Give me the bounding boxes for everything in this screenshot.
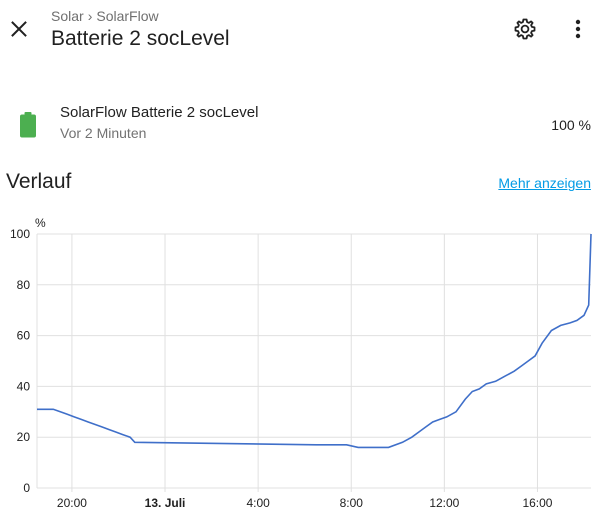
y-tick-label: 60 [17, 329, 31, 343]
series-line [37, 233, 592, 449]
dialog-header: Solar › SolarFlow Batterie 2 socLevel [0, 0, 601, 60]
breadcrumb-separator: › [87, 8, 93, 24]
y-tick-label: 80 [17, 278, 31, 292]
history-title: Verlauf [6, 170, 72, 193]
y-tick-label: 40 [17, 379, 31, 393]
settings-button[interactable] [512, 16, 538, 42]
x-tick-label: 12:00 [429, 496, 459, 510]
x-tick-label: 20:00 [57, 496, 87, 510]
x-axis: 20:00 13. Juli 4:00 8:00 12:00 16:00 [57, 496, 553, 510]
y-tick-label: 100 [10, 227, 30, 241]
chart-grid [36, 233, 591, 492]
breadcrumb-area[interactable]: Solar [51, 8, 84, 24]
entity-last-changed: Vor 2 Minuten [60, 125, 147, 141]
breadcrumb: Solar › SolarFlow [51, 8, 159, 24]
entity-state-value: 100 % [551, 117, 591, 133]
show-more-link[interactable]: Mehr anzeigen [498, 175, 591, 191]
x-tick-label: 13. Juli [145, 496, 186, 510]
x-tick-label: 16:00 [522, 496, 552, 510]
x-tick-label: 8:00 [340, 496, 364, 510]
breadcrumb-device[interactable]: SolarFlow [96, 8, 159, 24]
history-chart[interactable]: 0 20 40 60 80 100 20:00 13. Juli 4:00 8:00 12:00 1… [0, 210, 601, 522]
y-axis-unit: % [35, 216, 46, 230]
gear-icon [514, 18, 536, 40]
y-tick-label: 0 [23, 481, 30, 495]
entity-name: SolarFlow Batterie 2 socLevel [60, 104, 259, 121]
more-vert-icon [575, 19, 581, 39]
entity-state-row: SolarFlow Batterie 2 socLevel Vor 2 Minu… [0, 100, 601, 150]
y-tick-label: 20 [17, 430, 31, 444]
close-button[interactable] [6, 16, 32, 42]
x-tick-label: 4:00 [246, 496, 270, 510]
dialog-title: Batterie 2 socLevel [51, 27, 230, 50]
battery-full-icon [20, 112, 36, 138]
y-axis: 0 20 40 60 80 100 [10, 227, 30, 495]
close-icon [11, 21, 27, 37]
more-options-button[interactable] [566, 16, 590, 42]
